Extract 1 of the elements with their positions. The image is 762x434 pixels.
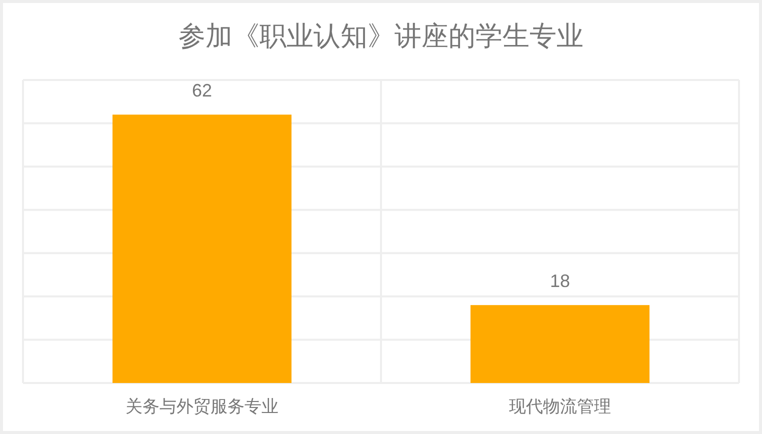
title: 参加《职业认知》讲座的学生专业	[178, 21, 584, 51]
